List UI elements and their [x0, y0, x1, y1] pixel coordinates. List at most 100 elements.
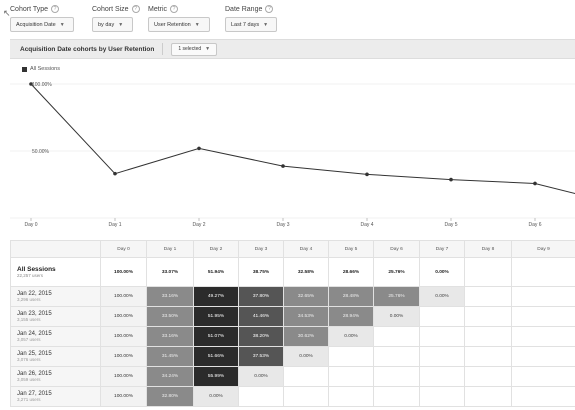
y-tick-label: 100.00% [32, 82, 52, 88]
chevron-down-icon: ▼ [263, 21, 269, 28]
table-cell [464, 286, 512, 307]
table-cell: 100.00% [100, 386, 147, 407]
cohort-type-dropdown[interactable]: Acquisition Date ▼ [10, 17, 74, 32]
data-point [281, 164, 285, 168]
table-cell [419, 326, 465, 347]
table-cell: 100.00% [100, 326, 147, 347]
table-cell [419, 306, 465, 327]
table-cell [419, 346, 465, 367]
column-header: Day 7 [419, 240, 465, 258]
cohort-size-label: Cohort Size [92, 5, 129, 13]
row-label: Jan 23, 2015 3,155 users [10, 306, 101, 327]
data-point [365, 172, 369, 177]
table-cell: 51.66% [193, 346, 239, 367]
table-cell: 33.16% [146, 286, 194, 307]
selection-value: 1 selected [178, 46, 202, 52]
table-cell: 32.58% [283, 257, 329, 287]
table-cell: 49.27% [193, 286, 239, 307]
table-cell [283, 366, 329, 387]
row-label: Jan 22, 2015 3,296 users [10, 286, 101, 307]
metric-control: Metric? User Retention ▼ [148, 4, 210, 32]
table-cell: 32.80% [146, 386, 194, 407]
table-cell [373, 386, 420, 407]
table-cell [373, 366, 420, 387]
table-cell: 31.45% [146, 346, 194, 367]
table-cell: 100.00% [100, 366, 147, 387]
column-header: Day 6 [373, 240, 420, 258]
cohort-size-dropdown[interactable]: by day ▼ [92, 17, 133, 32]
table-cell: 0.00% [419, 257, 465, 287]
data-point [29, 82, 33, 86]
legend-label: All Sessions [30, 66, 60, 72]
metric-dropdown[interactable]: User Retention ▼ [148, 17, 210, 32]
table-cell: 51.07% [193, 326, 239, 347]
table-cell: 33.07% [146, 257, 194, 287]
table-cell [464, 306, 512, 327]
mouse-cursor-icon: ↖ [3, 8, 11, 18]
chevron-down-icon: ▼ [59, 21, 65, 28]
table-cell: 25.76% [373, 257, 420, 287]
table-cell: 100.00% [100, 306, 147, 327]
x-tick-label: Day 3 [276, 222, 289, 228]
table-cell [464, 326, 512, 347]
table-cell: 100.00% [100, 286, 147, 307]
data-point [197, 146, 201, 151]
help-icon[interactable]: ? [265, 5, 274, 13]
row-label: All Sessions 22,257 users [10, 257, 101, 287]
table-cell: 37.80% [238, 286, 284, 307]
table-cell: 51.94% [193, 257, 239, 287]
cohort-type-control: Cohort Type? Acquisition Date ▼ [10, 4, 74, 32]
table-row: Jan 22, 2015 3,296 users 100.00% 33.16% 49.2… [10, 286, 575, 307]
table-cell [328, 366, 374, 387]
table-cell: 0.00% [193, 386, 239, 407]
table-cell [511, 257, 575, 287]
data-point [113, 171, 117, 176]
x-tick-label: Day 1 [108, 222, 121, 228]
table-cell: 41.46% [238, 306, 284, 327]
column-header: Day 0 [100, 240, 147, 258]
chevron-down-icon: ▼ [205, 46, 211, 52]
retention-chart: All Sessions 100.00% 50.00% Day 0 Day 1 Day … [0, 58, 575, 234]
data-point [533, 181, 537, 186]
line-chart: 100.00% 50.00% Day 0 Day 1 Day 2 Day 3 Day 4 Da… [10, 82, 575, 228]
table-cell: 37.53% [238, 346, 284, 367]
date-range-dropdown[interactable]: Last 7 days ▼ [225, 17, 277, 32]
column-header: Day 2 [193, 240, 239, 258]
table-cell: 0.00% [328, 326, 374, 347]
table-cell [511, 286, 575, 307]
cohort-chart-header: Acquisition Date cohorts by User Retenti… [10, 39, 575, 59]
date-range-control: Date Range? Last 7 days ▼ [225, 4, 277, 32]
table-row: Jan 24, 2015 3,057 users 100.00% 33.16% 51.0… [10, 326, 575, 347]
chevron-down-icon: ▼ [194, 21, 200, 28]
cohort-controls: Cohort Type? Acquisition Date ▼ Cohort Si… [0, 0, 575, 38]
table-cell [511, 306, 575, 327]
table-cell: 51.95% [193, 306, 239, 327]
table-cell [511, 326, 575, 347]
column-header: Day 8 [464, 240, 512, 258]
selection-dropdown[interactable]: 1 selected ▼ [171, 42, 218, 56]
table-row: Jan 25, 2015 3,076 users 100.00% 31.45% 51.6… [10, 346, 575, 367]
table-cell: 33.16% [146, 326, 194, 347]
table-cell [419, 366, 465, 387]
column-header: Day 3 [238, 240, 284, 258]
table-cell: 38.20% [238, 326, 284, 347]
table-cell [238, 386, 284, 407]
table-header-row: Day 0 Day 1 Day 2 Day 3 Day 4 Day 5 Day 6 Day 7… [10, 240, 575, 258]
table-cell: 0.00% [373, 306, 420, 327]
table-cell: 0.00% [238, 366, 284, 387]
table-cell: 28.94% [328, 306, 374, 327]
row-label: Jan 25, 2015 3,076 users [10, 346, 101, 367]
column-header: Day 4 [283, 240, 329, 258]
table-cell [511, 366, 575, 387]
table-row: Jan 26, 2015 3,059 users 100.00% 34.24% 55.9… [10, 366, 575, 387]
help-icon[interactable]: ? [131, 5, 140, 13]
help-icon[interactable]: ? [51, 5, 60, 13]
table-cell: 25.76% [373, 286, 420, 307]
chevron-down-icon: ▼ [118, 21, 124, 28]
series-line [30, 83, 575, 195]
table-cell: 34.53% [283, 306, 329, 327]
table-row: Jan 27, 2015 3,271 users 100.00% 32.80% 0.00… [10, 386, 575, 407]
table-cell: 30.62% [283, 326, 329, 347]
help-icon[interactable]: ? [170, 5, 179, 13]
table-cell: 100.00% [100, 346, 147, 367]
